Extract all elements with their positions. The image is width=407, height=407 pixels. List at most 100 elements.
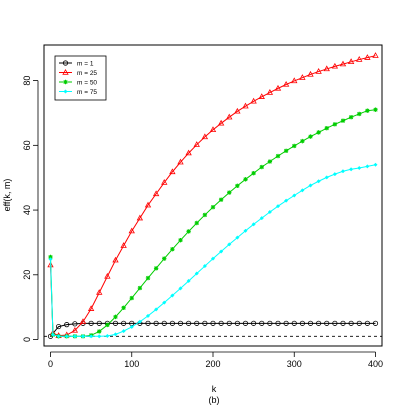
y-tick-label: 40 bbox=[22, 205, 32, 215]
legend: m = 1 m = 25 m = 50 m = 75 bbox=[54, 55, 107, 101]
data-point bbox=[120, 242, 127, 248]
data-point bbox=[104, 272, 111, 279]
data-point bbox=[243, 177, 248, 182]
data-point bbox=[284, 198, 289, 203]
data-point bbox=[88, 320, 94, 326]
data-point bbox=[348, 114, 354, 120]
data-point bbox=[71, 326, 79, 333]
data-point bbox=[194, 320, 200, 326]
data-point bbox=[266, 89, 274, 95]
data-point bbox=[153, 320, 159, 326]
data-point bbox=[275, 320, 281, 326]
data-point bbox=[283, 148, 289, 154]
y-tick-label: 0 bbox=[22, 337, 32, 342]
data-point bbox=[56, 323, 62, 330]
x-axis-title: k bbox=[212, 384, 217, 394]
data-point bbox=[209, 126, 217, 132]
data-point bbox=[292, 193, 297, 198]
legend-label: m = 1 bbox=[77, 60, 94, 67]
data-point bbox=[300, 188, 305, 193]
data-point bbox=[79, 318, 87, 324]
data-point bbox=[259, 164, 264, 170]
data-point bbox=[235, 183, 240, 188]
data-point bbox=[193, 141, 200, 147]
data-point bbox=[235, 235, 240, 240]
x-tick-label: 200 bbox=[205, 359, 220, 369]
data-point bbox=[170, 293, 175, 298]
data-point bbox=[373, 162, 378, 167]
data-point bbox=[372, 320, 379, 326]
data-point bbox=[251, 170, 256, 176]
data-point bbox=[332, 122, 338, 127]
data-point bbox=[332, 172, 337, 177]
data-point bbox=[348, 320, 354, 326]
data-point bbox=[242, 102, 249, 109]
data-point bbox=[152, 190, 160, 197]
data-point bbox=[64, 322, 70, 328]
data-point bbox=[283, 320, 289, 326]
data-point bbox=[218, 197, 224, 202]
data-point bbox=[267, 320, 273, 326]
data-point bbox=[339, 60, 347, 67]
data-point bbox=[316, 179, 321, 184]
data-point bbox=[194, 220, 199, 226]
data-point bbox=[340, 118, 346, 123]
x-tick-label: 300 bbox=[287, 359, 302, 369]
data-point bbox=[161, 179, 168, 185]
data-point bbox=[365, 108, 370, 113]
series-3 bbox=[48, 107, 378, 339]
legend-items: m = 1 m = 25 m = 50 m = 75 bbox=[59, 60, 97, 96]
data-point bbox=[89, 334, 94, 339]
data-point bbox=[178, 286, 183, 291]
data-point bbox=[62, 68, 69, 75]
y-tick-label: 80 bbox=[22, 76, 32, 86]
data-point bbox=[162, 256, 167, 261]
data-point bbox=[356, 320, 362, 326]
data-point bbox=[324, 125, 329, 131]
data-point bbox=[307, 70, 314, 77]
data-point bbox=[121, 329, 126, 334]
data-point bbox=[97, 329, 102, 334]
data-point bbox=[112, 320, 119, 326]
data-point bbox=[186, 229, 191, 234]
data-point bbox=[291, 77, 298, 84]
data-point bbox=[72, 321, 78, 327]
data-point bbox=[186, 320, 192, 326]
legend-label: m = 50 bbox=[77, 79, 97, 86]
data-point bbox=[291, 320, 297, 326]
data-point bbox=[113, 314, 118, 320]
data-point bbox=[201, 133, 209, 140]
data-point bbox=[80, 334, 86, 339]
data-point bbox=[62, 60, 69, 66]
data-point bbox=[96, 320, 102, 326]
data-point bbox=[259, 216, 264, 221]
x-axis: 0 100 200 300 400 bbox=[48, 351, 383, 369]
data-point bbox=[250, 97, 257, 104]
data-point bbox=[177, 158, 184, 165]
y-axis: 0 20 40 60 80 bbox=[22, 76, 39, 342]
data-point bbox=[128, 227, 135, 234]
data-point bbox=[307, 320, 314, 326]
data-point bbox=[258, 93, 265, 99]
series-layer bbox=[47, 52, 379, 339]
data-point bbox=[105, 322, 110, 328]
data-point bbox=[332, 320, 338, 326]
data-point bbox=[129, 295, 134, 301]
data-point bbox=[185, 149, 192, 156]
data-point bbox=[72, 334, 77, 339]
legend-item: m = 50 bbox=[59, 79, 97, 86]
data-point bbox=[357, 111, 362, 117]
data-point bbox=[227, 190, 232, 195]
data-point bbox=[177, 320, 184, 326]
data-point bbox=[275, 204, 281, 209]
y-tick-label: 20 bbox=[22, 270, 32, 280]
data-point bbox=[48, 257, 53, 262]
data-point bbox=[324, 320, 330, 326]
legend-item: m = 75 bbox=[59, 89, 97, 96]
data-point bbox=[145, 320, 151, 326]
data-point bbox=[227, 242, 232, 247]
figure-caption: (b) bbox=[209, 395, 220, 405]
data-point bbox=[316, 130, 321, 135]
data-point bbox=[113, 332, 118, 337]
